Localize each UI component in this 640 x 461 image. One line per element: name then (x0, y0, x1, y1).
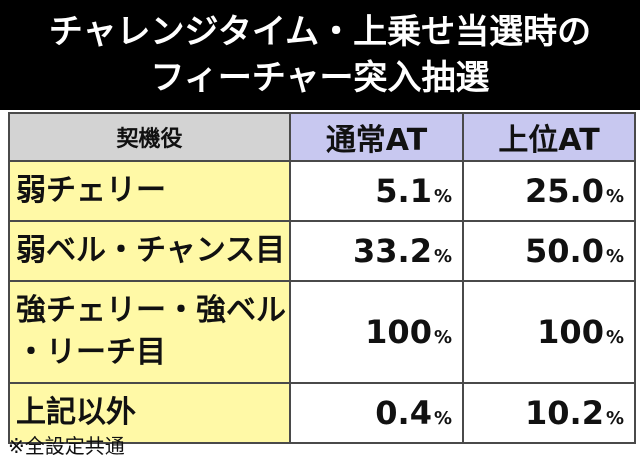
header-row: 契機役 通常AT 上位AT (8, 112, 636, 162)
table-row: 強チェリー・強ベル ・リーチ目 100% 100% (8, 280, 636, 384)
footnote: ※全設定共通 (8, 434, 125, 458)
title-line-1: チャレンジタイム・上乗せ当選時の (48, 12, 592, 52)
upper-at-value: 25.0% (462, 160, 636, 222)
page-title: チャレンジタイム・上乗せ当選時の フィーチャー突入抽選 (0, 0, 640, 110)
table-row: 弱ベル・チャンス目 33.2% 50.0% (8, 220, 636, 282)
title-line-2: フィーチャー突入抽選 (150, 58, 490, 98)
table-row: 上記以外 0.4% 10.2% (8, 382, 636, 444)
row-role-line-2: ・リーチ目 (16, 335, 166, 370)
normal-at-value: 0.4% (289, 382, 464, 444)
header-trigger-role: 契機役 (8, 112, 291, 162)
header-upper-at: 上位AT (462, 112, 636, 162)
row-role: 弱ベル・チャンス目 (8, 220, 291, 282)
table-row: 弱チェリー 5.1% 25.0% (8, 160, 636, 222)
row-role: 上記以外 (8, 382, 291, 444)
upper-at-value: 50.0% (462, 220, 636, 282)
normal-at-value: 33.2% (289, 220, 464, 282)
normal-at-value: 100% (289, 280, 464, 384)
upper-at-value: 100% (462, 280, 636, 384)
row-role: 強チェリー・強ベル ・リーチ目 (8, 280, 291, 384)
header-normal-at: 通常AT (289, 112, 464, 162)
lottery-table: 契機役 通常AT 上位AT 弱チェリー 5.1% 25.0% 弱ベル・チャンス目… (8, 112, 636, 444)
normal-at-value: 5.1% (289, 160, 464, 222)
row-role-line-1: 強チェリー・強ベル (16, 293, 286, 328)
row-role: 弱チェリー (8, 160, 291, 222)
upper-at-value: 10.2% (462, 382, 636, 444)
